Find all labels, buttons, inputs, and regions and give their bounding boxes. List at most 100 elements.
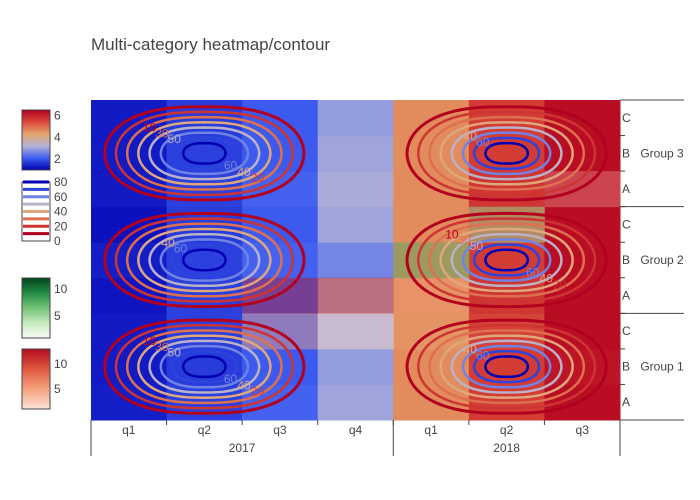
contour-line [181,355,227,379]
colorbar-tick: 20 [54,219,68,233]
heatmap-cell [317,242,394,279]
y-tick-label: C [622,111,631,125]
contour-label: 60 [224,159,238,173]
contour-label: 10 [143,121,157,135]
contour-lines [103,105,608,415]
heatmap-cell [317,384,394,421]
overlay-cell [317,277,394,314]
y-group-label: Group 3 [640,146,684,160]
contour-line [484,355,530,379]
contour-label: 40 [161,236,175,250]
contour-line [416,324,597,410]
chart-title: Multi-category heatmap/contour [91,35,330,54]
heatmap-cell [317,135,394,172]
x-group-label: 2018 [493,441,520,455]
heatmap-cells [91,100,621,421]
colorbar-tick: 60 [54,190,68,204]
heatmap-cell [317,348,394,385]
contour-line [125,222,283,298]
y-group-label: Group 2 [640,253,684,267]
contour-label: 20 [251,171,265,185]
contour-label: 60 [174,242,188,256]
contour-line [450,339,563,394]
contour-label: 60 [224,372,238,386]
contour-line [148,126,261,181]
colorbar [21,109,51,171]
contour-line [159,238,250,282]
contour-label: 20 [553,278,567,292]
contour-line [439,121,574,186]
contour-line [125,329,283,405]
contour-label: 60 [476,135,490,149]
contour-line [439,334,574,399]
contour-line [103,105,306,202]
contour-line [428,222,586,298]
colorbar [21,277,51,339]
colorbar-tick: 10 [54,357,68,371]
x-axis: q1 q2 q3 q4 2017 q1 q2 q3 2018 [90,420,621,456]
contour-label: 40 [540,272,554,286]
heatmap-cell [317,171,394,208]
contour-line [148,232,261,288]
y-axis: A B C Group 1 A B C Group 2 A B C Group 3 [620,99,684,421]
contour-line [114,110,295,196]
colorbar-tick: 0 [54,234,61,248]
y-tick-label: A [622,182,630,196]
colorbar [21,348,51,410]
contour-line [125,115,283,191]
contour-label: 20 [251,385,265,399]
contour-line [159,344,250,389]
colorbar-tick: 2 [54,152,61,166]
y-group-label: Group 1 [640,360,684,374]
colorbar-tick: 40 [54,205,68,219]
contour-line [450,232,563,288]
contour-line [439,227,574,293]
y-tick-label: B [622,146,630,160]
colorbar-tick: 5 [54,309,61,323]
contour-line [461,131,552,176]
contour-label: 40 [464,343,478,357]
contour-label: 30 [155,126,169,140]
contour-label: 60 [526,265,540,279]
contour-line [148,339,261,394]
contour-line [170,350,239,384]
contour-line [428,329,586,405]
contour-label: 50 [470,239,484,253]
contour-line [450,126,563,181]
x-tick-label: q3 [273,423,287,437]
contour-line [461,238,552,282]
contour-line [181,248,227,272]
x-tick-label: q3 [576,423,590,437]
contour-line [103,318,306,415]
overlay-cell [317,313,394,350]
heatmap-cell [317,100,394,137]
colorbar-tick: 4 [54,130,61,144]
contour-label: 50 [168,132,182,146]
contour-label: 30 [458,233,472,247]
contour-line [484,248,530,272]
contour-line [137,334,272,399]
contour-label: 50 [168,346,182,360]
contour-line [137,227,272,293]
contour-label: 30 [155,340,169,354]
contour-line [181,141,227,165]
contour-line [472,350,541,384]
y-tick-label: B [622,253,630,267]
contour-label: 10 [143,334,157,348]
contour-line [114,324,295,410]
y-tick-label: B [622,360,630,374]
contour-label: 40 [237,378,251,392]
contour-label: 40 [464,129,478,143]
contour-label: 40 [237,165,251,179]
colorbar-tick: 5 [54,382,61,396]
contour-line [461,344,552,389]
contour-line [416,217,597,303]
contour-line [416,110,597,196]
contour-line [405,318,608,415]
x-tick-label: q2 [198,423,212,437]
y-tick-label: C [622,217,631,231]
x-tick-label: q2 [500,423,514,437]
